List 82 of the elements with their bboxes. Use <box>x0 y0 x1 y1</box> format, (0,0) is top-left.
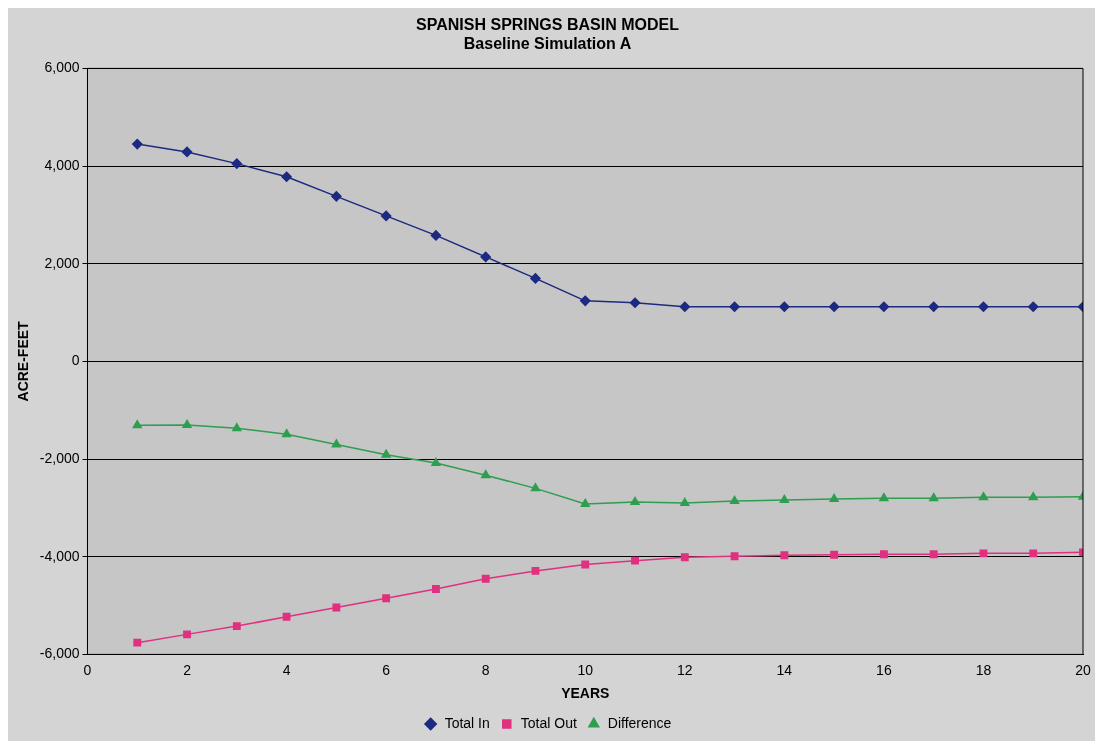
point <box>331 191 342 202</box>
point <box>232 622 241 631</box>
point <box>978 301 989 312</box>
point <box>380 210 392 222</box>
point <box>530 273 541 284</box>
point <box>382 594 391 603</box>
point <box>978 491 989 501</box>
y-tick-label: 0 <box>71 352 80 369</box>
point <box>132 420 142 429</box>
chart-title: SPANISH SPRINGS BASIN MODEL <box>416 16 680 34</box>
y-tick-label: -6,000 <box>39 645 80 662</box>
point <box>431 457 441 466</box>
point <box>331 439 342 448</box>
x-tick-label: 0 <box>83 661 92 678</box>
point <box>281 428 292 438</box>
point <box>729 301 740 312</box>
point <box>581 560 590 569</box>
x-tick-label: 20 <box>1075 661 1091 678</box>
point <box>879 492 889 502</box>
point <box>281 171 292 183</box>
point <box>631 556 639 565</box>
x-tick-label: 6 <box>382 661 391 678</box>
point <box>879 550 888 559</box>
point <box>929 492 939 502</box>
point <box>679 301 691 312</box>
x-tick-label: 18 <box>975 661 992 678</box>
point <box>133 638 142 647</box>
point <box>132 138 143 150</box>
point <box>182 419 192 428</box>
point <box>530 483 541 492</box>
point <box>779 494 789 504</box>
point <box>680 497 690 507</box>
point <box>979 549 988 558</box>
point <box>481 469 491 479</box>
point <box>629 297 641 309</box>
point <box>183 630 191 639</box>
x-tick-label: 2 <box>183 661 192 678</box>
y-tick-label: 2,000 <box>44 254 80 271</box>
point <box>431 585 440 593</box>
point <box>580 498 590 507</box>
y-tick-label: -4,000 <box>39 547 80 564</box>
legend-label: Difference <box>607 714 672 731</box>
point <box>332 603 341 612</box>
point <box>282 612 291 621</box>
x-tick-label: 12 <box>677 661 693 678</box>
point <box>680 553 689 562</box>
point <box>430 230 442 241</box>
x-tick-label: 10 <box>577 661 594 678</box>
x-axis-title: YEARS <box>561 685 610 702</box>
y-tick-label: 6,000 <box>44 59 80 76</box>
point <box>878 301 890 312</box>
point <box>1028 491 1038 501</box>
point <box>1027 301 1039 312</box>
point <box>480 251 491 263</box>
point <box>381 449 391 458</box>
point <box>829 493 839 503</box>
legend-label: Total In <box>444 714 490 731</box>
point <box>630 496 640 506</box>
point <box>929 550 938 559</box>
x-tick-label: 16 <box>876 661 892 678</box>
chart-subtitle: Baseline Simulation A <box>463 35 632 53</box>
point <box>1029 549 1038 558</box>
point <box>928 301 939 312</box>
y-tick-label: -2,000 <box>39 449 80 466</box>
x-tick-label: 8 <box>481 661 490 678</box>
point <box>730 552 739 561</box>
point <box>481 574 490 583</box>
point <box>779 301 790 312</box>
point <box>580 295 591 307</box>
y-tick-label: 4,000 <box>44 156 80 173</box>
x-tick-label: 14 <box>776 661 793 678</box>
point <box>181 146 193 158</box>
x-tick-label: 4 <box>282 661 291 678</box>
point <box>232 423 242 432</box>
legend-label: Total Out <box>520 714 577 731</box>
point <box>780 551 789 560</box>
point <box>231 158 243 169</box>
point <box>828 301 840 312</box>
y-axis-title: ACRE-FEET <box>15 320 32 402</box>
point <box>729 495 740 505</box>
point <box>830 550 839 559</box>
point <box>531 566 540 575</box>
